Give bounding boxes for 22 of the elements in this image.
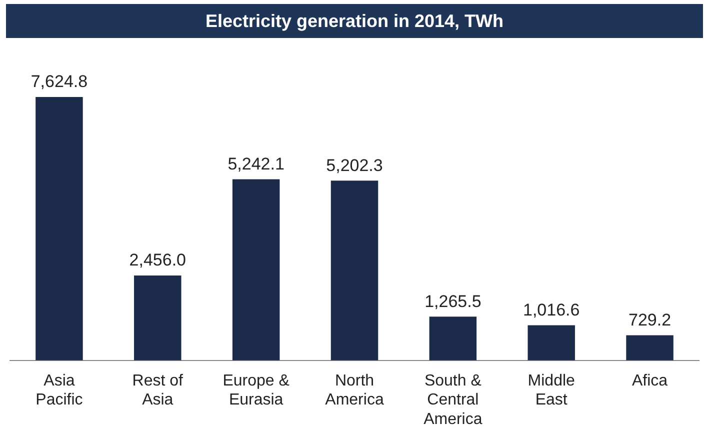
data-label: 2,456.0 — [129, 250, 186, 270]
data-label: 5,202.3 — [326, 156, 383, 175]
x-tick-label: Asia Pacific — [36, 372, 83, 409]
x-tick-label: North America — [325, 372, 384, 409]
x-tick-label: Middle East — [528, 372, 576, 409]
bar — [36, 96, 83, 360]
x-tick-label: Afica — [632, 372, 668, 390]
chart-title: Electricity generation in 2014, TWh — [6, 4, 703, 38]
x-tick-label: South & Central America — [424, 372, 482, 428]
data-label: 729.2 — [628, 310, 672, 330]
bar — [626, 335, 674, 360]
data-label: 1,265.5 — [424, 292, 482, 311]
data-label: 7,624.8 — [30, 72, 88, 92]
x-tick-label: Rest of Asia — [132, 372, 184, 409]
data-label: 5,242.1 — [228, 154, 284, 174]
bar — [429, 316, 477, 360]
bar — [330, 180, 378, 360]
bar — [134, 276, 182, 360]
bar — [528, 325, 575, 360]
bar — [232, 179, 280, 360]
data-label: 1,016.6 — [522, 300, 580, 320]
x-tick-label: Europe & Eurasia — [222, 372, 290, 409]
